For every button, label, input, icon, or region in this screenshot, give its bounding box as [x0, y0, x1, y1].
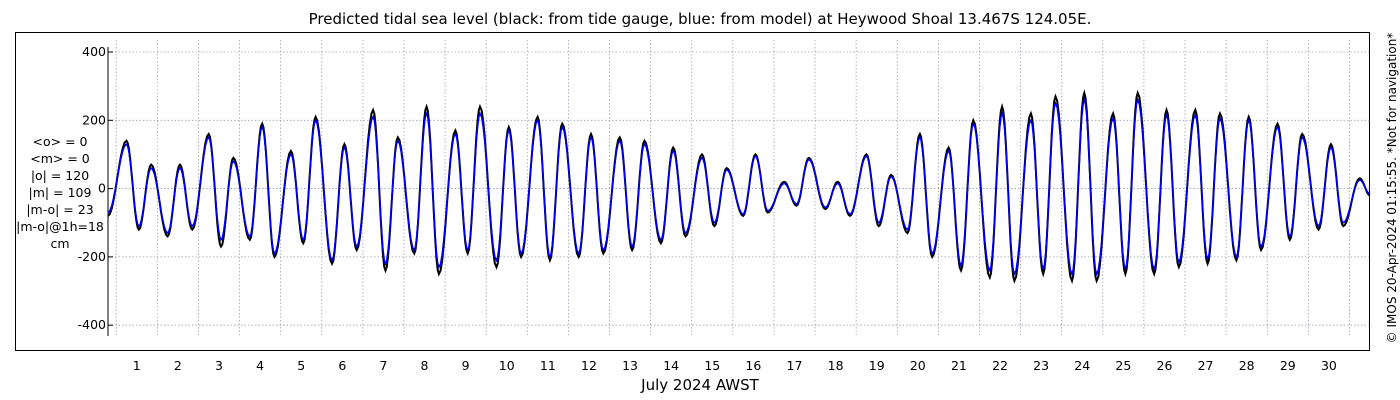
x-tick-label: 19 — [869, 358, 885, 373]
series-model-line — [107, 96, 1371, 277]
x-tick-label: 3 — [215, 358, 223, 373]
x-tick-label: 24 — [1074, 358, 1090, 373]
x-tick-label: 15 — [704, 358, 720, 373]
x-tick-label: 20 — [910, 358, 926, 373]
x-tick-label: 8 — [421, 358, 429, 373]
x-tick-label: 21 — [951, 358, 967, 373]
stat-abs-observed: |o| = 120 — [30, 168, 90, 183]
x-tick-label: 13 — [622, 358, 638, 373]
y-tick-label: 400 — [82, 44, 106, 59]
y-tick-label: -200 — [78, 249, 106, 264]
y-tick-label: -400 — [78, 317, 106, 332]
x-tick-label: 25 — [1115, 358, 1131, 373]
x-tick-label: 28 — [1239, 358, 1255, 373]
x-tick-label: 16 — [745, 358, 761, 373]
stat-mean-model: <m> = 0 — [30, 151, 90, 166]
plot-frame — [15, 32, 1370, 351]
x-tick-label: 6 — [338, 358, 346, 373]
x-tick-label: 1 — [133, 358, 141, 373]
y-tick-label: 0 — [98, 181, 106, 196]
x-tick-label: 5 — [297, 358, 305, 373]
x-tick-label: 23 — [1033, 358, 1049, 373]
stat-abs-diff: |m-o| = 23 — [26, 202, 94, 217]
x-tick-label: 26 — [1157, 358, 1173, 373]
x-tick-label: 2 — [174, 358, 182, 373]
x-tick-label: 30 — [1321, 358, 1337, 373]
x-tick-label: 29 — [1280, 358, 1296, 373]
statistics-panel: <o> = 0 <m> = 0 |o| = 120 |m| = 109 |m-o… — [10, 133, 110, 252]
x-tick-label: 22 — [992, 358, 1008, 373]
x-tick-label: 7 — [379, 358, 387, 373]
x-tick-label: 4 — [256, 358, 264, 373]
x-tick-label: 17 — [787, 358, 803, 373]
x-tick-label: 12 — [581, 358, 597, 373]
copyright-notice: © IMOS 20-Apr-2024 01:15:55. *Not for na… — [1385, 32, 1399, 344]
stat-abs-diff-1h: |m-o|@1h=18 — [16, 219, 104, 234]
y-tick-label: 200 — [82, 112, 106, 127]
x-tick-label: 14 — [663, 358, 679, 373]
x-tick-label: 10 — [499, 358, 515, 373]
x-tick-label: 27 — [1198, 358, 1214, 373]
x-axis-label: July 2024 AWST — [641, 376, 759, 394]
x-tick-label: 11 — [540, 358, 556, 373]
stat-abs-model: |m| = 109 — [28, 185, 92, 200]
stat-unit: cm — [50, 236, 70, 251]
x-tick-label: 18 — [828, 358, 844, 373]
x-tick-label: 9 — [462, 358, 470, 373]
stat-mean-observed: <o> = 0 — [32, 134, 88, 149]
chart-title: Predicted tidal sea level (black: from t… — [308, 10, 1092, 28]
